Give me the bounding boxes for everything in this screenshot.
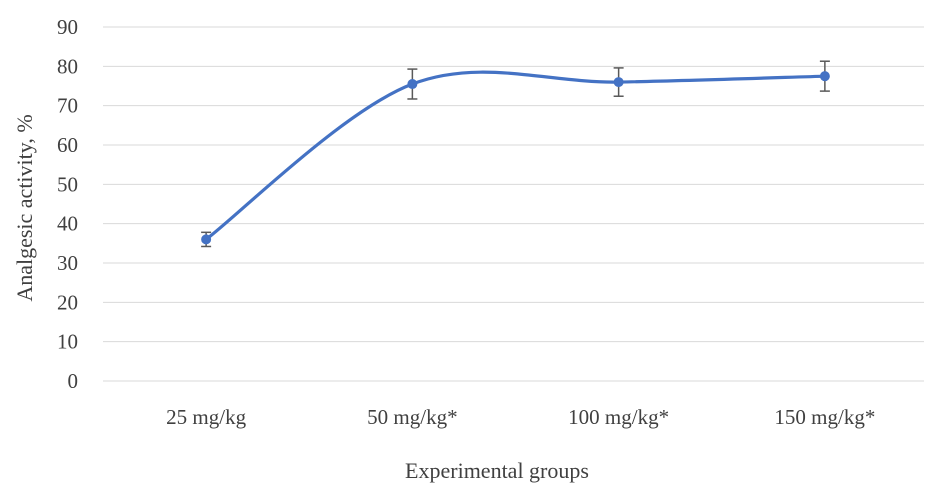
x-tick-label: 150 mg/kg*	[774, 405, 875, 429]
y-tick-label: 50	[57, 172, 78, 196]
y-tick-label: 80	[57, 54, 78, 78]
series-layer	[201, 60, 830, 248]
series-line	[204, 70, 827, 241]
data-point	[407, 79, 418, 90]
data-point	[819, 71, 830, 82]
x-axis-title: Experimental groups	[405, 458, 589, 483]
x-axis-ticks: 25 mg/kg 50 mg/kg* 100 mg/kg* 150 mg/kg*	[166, 405, 875, 429]
x-tick-label: 100 mg/kg*	[568, 405, 669, 429]
y-tick-label: 90	[57, 15, 78, 39]
y-tick-label: 10	[57, 330, 78, 354]
y-tick-label: 40	[57, 212, 78, 236]
y-tick-label: 20	[57, 290, 78, 314]
gridlines	[103, 26, 924, 382]
y-tick-label: 30	[57, 251, 78, 275]
data-point	[613, 77, 624, 88]
y-tick-label: 60	[57, 133, 78, 157]
y-axis-title: Analgesic activity, %	[12, 114, 37, 301]
x-tick-label: 25 mg/kg	[166, 405, 246, 429]
y-axis-ticks: 0 10 20 30 40 50 60 70 80 90	[57, 15, 78, 393]
y-tick-label: 0	[68, 369, 79, 393]
y-tick-label: 70	[57, 94, 78, 118]
data-point	[201, 234, 212, 245]
x-tick-label: 50 mg/kg*	[367, 405, 457, 429]
